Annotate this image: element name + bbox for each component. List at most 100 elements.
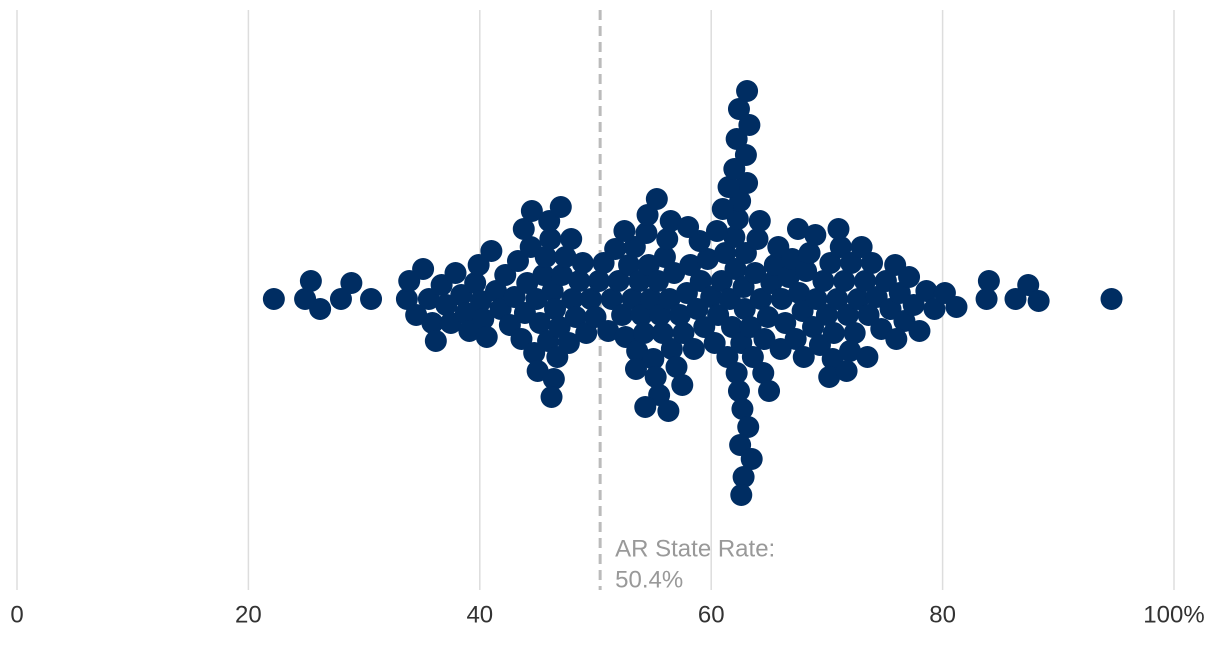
dot [597,320,620,342]
dot [833,270,856,292]
dot [579,288,602,310]
dot [534,246,557,268]
dot [656,228,679,250]
dot [532,264,555,286]
dot [902,294,925,316]
dot [732,466,755,488]
annotation-value: 50.4% [615,566,683,593]
dot [424,330,447,352]
dot [746,228,769,250]
dot [611,304,634,326]
dot [668,304,691,326]
dot [923,298,946,320]
x-tick-label: 80 [929,601,956,628]
dot [721,316,744,338]
dot [671,374,694,396]
dot [850,236,873,258]
dot [454,302,477,324]
dot [607,270,630,292]
dot [705,220,728,242]
dot [770,288,793,310]
dot [843,322,866,344]
dot [542,368,565,390]
dot [847,288,870,310]
dot [660,338,683,360]
dot [854,270,877,292]
dot [512,218,535,240]
dot [584,306,607,328]
dot [898,266,921,288]
dot [528,312,551,334]
dot [634,396,657,418]
dot [651,322,674,344]
dot [700,286,723,308]
dot [544,298,567,320]
dot [587,270,610,292]
dot [819,252,842,274]
dot [575,322,598,344]
dot [727,380,750,402]
dot [494,264,517,286]
dot [571,252,594,274]
dot [560,228,583,250]
dot [1017,274,1040,296]
dot [665,356,688,378]
dot [861,252,884,274]
dot [730,484,753,506]
dot [548,316,571,338]
dot [703,332,726,354]
dot [604,238,627,260]
dot [520,200,543,222]
dot [628,270,651,292]
dot [649,304,672,326]
dot [740,448,763,470]
dot [309,298,332,320]
dot [723,226,746,248]
dot [749,288,772,310]
dot [760,272,783,294]
annotation-title: AR State Rate: [615,535,775,562]
dot [682,338,705,360]
dot [915,280,938,302]
dot [748,210,771,232]
dot [714,242,737,264]
dot [549,196,572,218]
dot [467,254,490,276]
dot [725,362,748,384]
dot [945,296,968,318]
dot [839,340,862,362]
dot [636,204,659,226]
x-tick-label: 0 [10,601,23,628]
dot [829,236,852,258]
dot [725,128,748,150]
dot [753,328,776,350]
dot [541,280,564,302]
dot [805,288,828,310]
dot [711,198,734,220]
dot [640,288,663,310]
dot [788,282,811,304]
dot [727,98,750,120]
dot [635,222,658,244]
dot [827,218,850,240]
dot [826,288,849,310]
x-tick-label: 40 [466,601,493,628]
dot [738,114,761,136]
dot [472,308,495,330]
dot [600,288,623,310]
dot [815,304,838,326]
dot [484,280,507,302]
dot [724,258,747,280]
dot [835,360,858,382]
dot [417,288,440,310]
dot [630,304,653,326]
dot [658,288,681,310]
dot [613,220,636,242]
dot [677,216,700,238]
dot [510,328,533,350]
dot [856,346,879,368]
dot [1027,290,1050,312]
dot [752,362,775,384]
dot [564,306,587,328]
